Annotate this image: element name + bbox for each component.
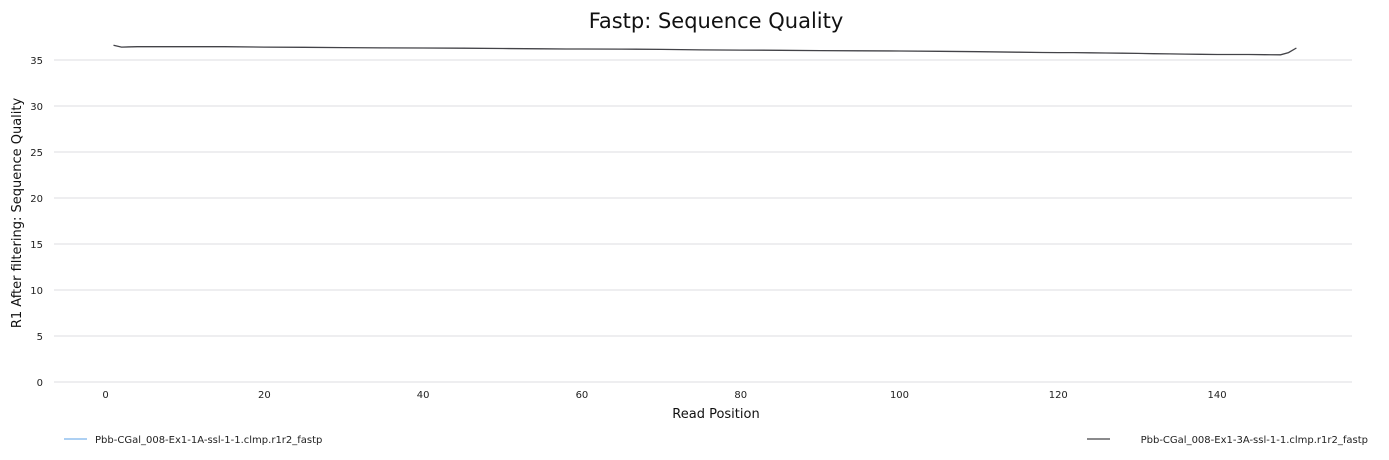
x-axis-label: Read Position bbox=[672, 407, 759, 422]
y-tick-label: 15 bbox=[30, 240, 43, 251]
x-tick-label: 40 bbox=[417, 390, 430, 401]
legend-item-1[interactable]: Pbb-CGal_008-Ex1-1A-ssl-1-1.clmp.r1r2_fa… bbox=[64, 435, 322, 446]
y-axis-label: R1 After filtering: Sequence Quality bbox=[10, 98, 25, 329]
x-tick-label: 20 bbox=[258, 390, 271, 401]
x-axis: 0 20 40 60 80 100 120 140 bbox=[102, 390, 1226, 401]
y-tick-label: 30 bbox=[30, 102, 43, 113]
legend-item-2[interactable]: Pbb-CGal_008-Ex1-3A-ssl-1-1.clmp.r1r2_fa… bbox=[1087, 435, 1368, 446]
y-tick-label: 25 bbox=[30, 148, 43, 159]
x-tick-label: 0 bbox=[102, 390, 108, 401]
x-tick-label: 100 bbox=[890, 390, 909, 401]
y-tick-label: 35 bbox=[30, 56, 43, 67]
y-tick-label: 10 bbox=[30, 286, 43, 297]
legend-label: Pbb-CGal_008-Ex1-3A-ssl-1-1.clmp.r1r2_fa… bbox=[1141, 435, 1368, 446]
y-axis: 0 5 10 15 20 25 30 35 bbox=[30, 56, 43, 389]
legend: Pbb-CGal_008-Ex1-1A-ssl-1-1.clmp.r1r2_fa… bbox=[64, 435, 1368, 446]
legend-label: Pbb-CGal_008-Ex1-1A-ssl-1-1.clmp.r1r2_fa… bbox=[95, 435, 322, 446]
series-line-2[interactable] bbox=[113, 44, 1297, 56]
x-tick-label: 80 bbox=[734, 390, 747, 401]
y-tick-label: 0 bbox=[37, 378, 43, 389]
y-tick-label: 5 bbox=[37, 332, 43, 343]
x-tick-label: 140 bbox=[1207, 390, 1226, 401]
y-tick-label: 20 bbox=[30, 194, 43, 205]
x-tick-label: 120 bbox=[1049, 390, 1068, 401]
plot-area bbox=[113, 44, 1297, 56]
x-tick-label: 60 bbox=[576, 390, 589, 401]
grid bbox=[54, 59, 1352, 383]
chart-title: Fastp: Sequence Quality bbox=[589, 9, 844, 33]
